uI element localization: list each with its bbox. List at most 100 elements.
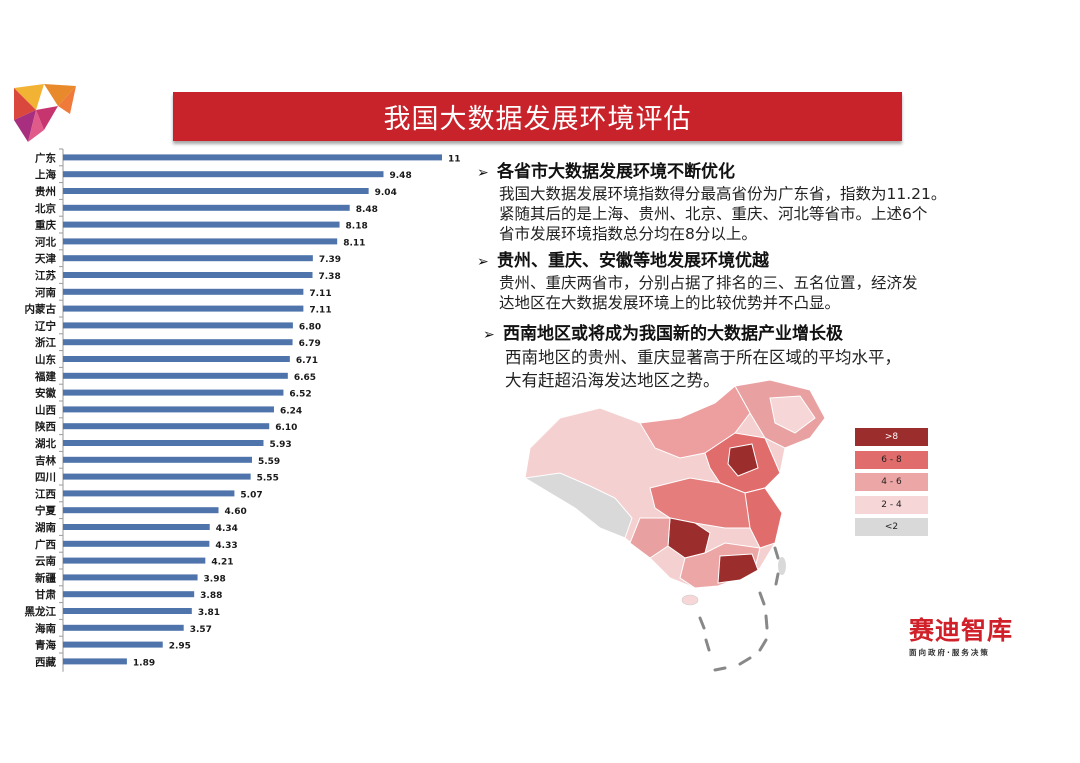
value-label: 6.52 [289,390,311,400]
point-3: ➢ 西南地区或将成为我国新的大数据产业增长极 西南地区的贵州、重庆显著高于所在区域… [477,323,997,392]
bar [63,440,264,446]
value-label: 6.71 [296,356,318,366]
legend-item: 2 - 4 [855,495,928,514]
value-label: 3.98 [204,574,226,584]
map-legend: >8 6 - 8 4 - 6 2 - 4 <2 [855,428,928,541]
bar [63,389,284,396]
category-label: 西藏 [35,655,56,668]
value-label: 3.81 [198,608,220,618]
arrow-bullet-icon: ➢ [483,327,495,343]
legend-item: >8 [855,428,928,446]
category-label: 江西 [35,487,56,500]
value-label: 9.04 [375,188,397,198]
point-3-line-1: 西南地区的贵州、重庆显著高于所在区域的平均水平， [505,348,901,367]
category-label: 北京 [35,202,56,215]
bar [63,204,350,211]
legend-item: 6 - 8 [855,450,928,469]
category-label: 云南 [35,555,56,568]
value-label: 8.18 [346,222,368,232]
bar [63,641,163,648]
brand-logo: 赛迪智库 面向政府·服务决策 [909,617,1039,658]
bar [63,322,293,329]
arrow-bullet-icon: ➢ [477,254,489,270]
category-label: 江苏 [35,269,56,282]
category-label: 黑龙江 [25,605,57,618]
category-label: 山西 [35,403,56,416]
bar [63,406,274,413]
bar [63,288,304,295]
category-label: 浙江 [35,336,56,349]
point-3-line-2: 大有赶超沿海发达地区之势。 [505,371,720,390]
category-label: 甘肃 [35,588,56,601]
bar [63,238,338,245]
bar [63,658,127,665]
bar [63,540,210,547]
category-label: 广东 [35,151,56,164]
category-label: 陕西 [35,420,56,433]
value-label: 6.80 [299,322,321,332]
bar [63,272,313,278]
category-label: 河南 [35,286,56,299]
title-bar: 我国大数据发展环境评估 [173,92,902,141]
arrow-bullet-icon: ➢ [477,165,489,181]
bar [63,356,290,362]
bar [63,372,288,379]
value-label: 9.48 [390,171,412,181]
category-label: 新疆 [35,571,56,584]
value-label: 7.38 [319,272,341,282]
bar [63,574,198,581]
value-label: 1.89 [133,658,155,668]
bar [63,221,340,228]
bar [63,255,313,262]
brand-tagline: 面向政府·服务决策 [909,648,990,657]
point-2-heading: 贵州、重庆、安徽等地发展环境优越 [497,251,769,271]
value-label: 7.11 [309,289,331,299]
value-label: 8.11 [343,238,365,248]
bar [63,154,442,161]
category-label: 四川 [35,472,56,484]
value-label: 5.55 [257,474,279,484]
bar [63,473,251,480]
bar [63,591,195,598]
category-label: 辽宁 [35,319,56,332]
bar [63,557,206,564]
category-label: 内蒙古 [25,303,57,316]
bar [63,490,235,497]
value-label: 3.88 [200,591,222,601]
value-label: 3.57 [190,625,212,635]
triangle-logo-icon [14,84,76,142]
category-label: 海南 [35,622,56,635]
bar [63,524,210,530]
bar [63,188,369,194]
point-3-heading: 西南地区或将成为我国新的大数据产业增长极 [503,324,843,344]
category-label: 安徽 [35,387,56,400]
value-label: 5.93 [269,440,291,450]
value-label: 8.48 [356,205,378,215]
category-label: 湖南 [35,521,56,534]
category-label: 青海 [35,639,56,652]
value-label: 7.11 [309,306,331,316]
category-label: 山东 [35,353,56,366]
category-label: 广西 [35,538,56,551]
category-label: 贵州 [35,185,56,198]
value-label: 6.65 [294,373,316,383]
point-1-line-1: 我国大数据发展环境指数得分最高省份为广东省，指数为11.21。 [499,185,947,203]
bar [63,423,270,430]
bar [63,507,219,514]
value-label: 5.59 [258,457,280,467]
point-1-heading: 各省市大数据发展环境不断优化 [497,162,735,182]
category-label: 福建 [34,370,56,383]
value-label: 2.95 [169,642,191,652]
bar [63,608,192,614]
category-label: 宁夏 [35,504,56,517]
point-1-line-3: 省市发展环境指数总分均在8分以上。 [499,225,757,243]
point-2: ➢ 贵州、重庆、安徽等地发展环境优越 贵州、重庆两省市，分别占据了排名的三、五名位… [477,250,997,313]
value-label: 7.39 [319,255,341,265]
bar [63,305,304,312]
category-label: 湖北 [35,437,56,450]
value-label: 5.07 [240,490,262,500]
point-2-line-1: 贵州、重庆两省市，分别占据了排名的三、五名位置，经济发 [499,274,918,292]
bar-chart: 广东 11.21 上海 9.48 贵州 9.04 北京 8.48 重庆 8.18 河北 8.11 天津 7… [25,148,460,672]
category-label: 天津 [35,252,56,265]
bar [63,624,184,631]
